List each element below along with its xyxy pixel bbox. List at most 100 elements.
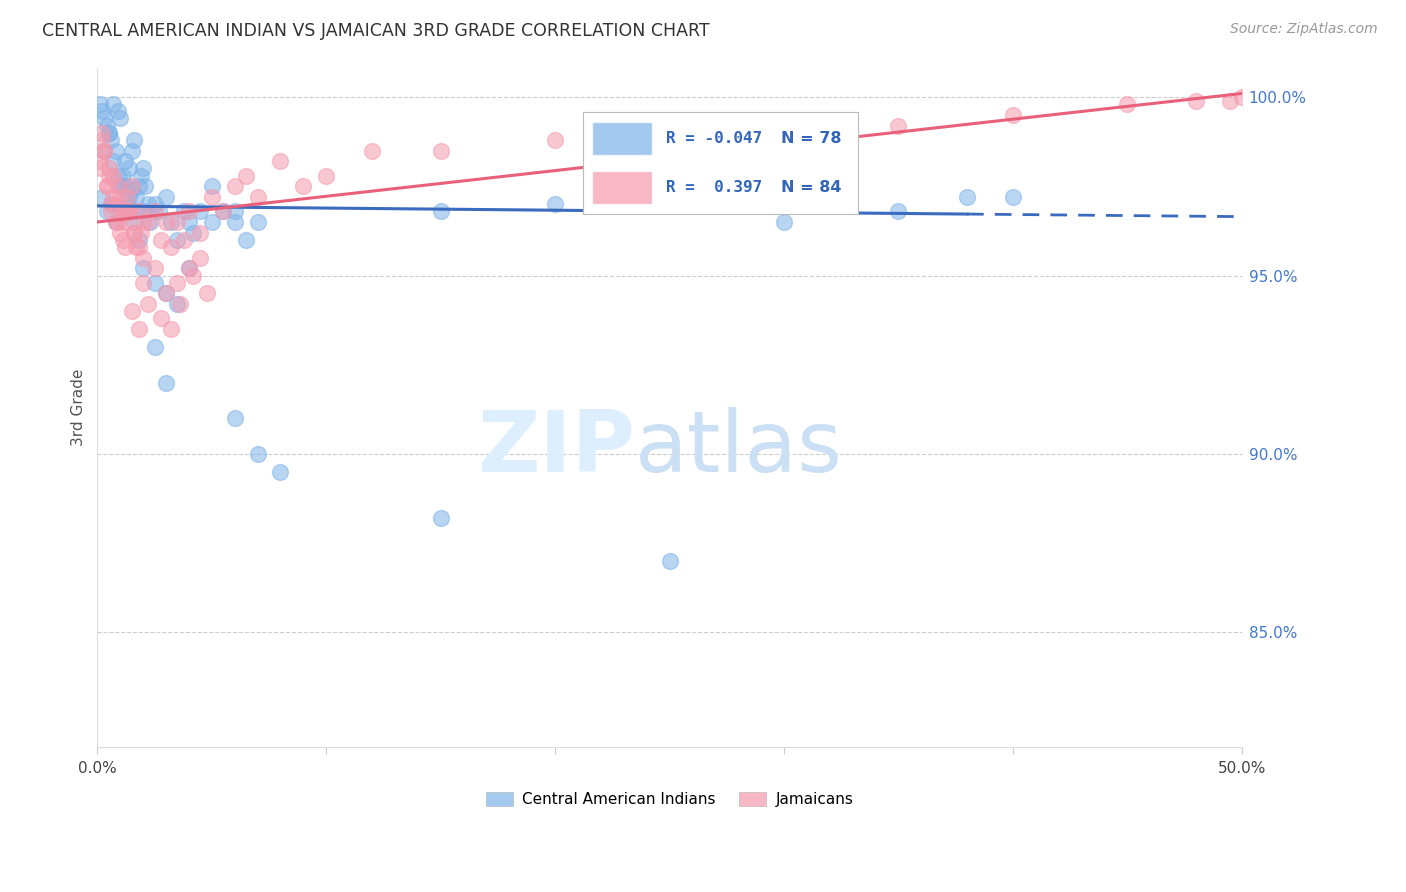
Point — [96, 119, 118, 133]
Point — [111, 179, 134, 194]
Point — [100, 133, 122, 147]
Point — [107, 215, 129, 229]
Point — [132, 161, 155, 176]
Point — [96, 179, 118, 194]
Point — [110, 179, 132, 194]
Point — [115, 179, 138, 194]
Point — [114, 204, 136, 219]
Point — [96, 204, 118, 219]
Point — [122, 133, 145, 147]
Point — [107, 104, 129, 119]
Point — [150, 311, 173, 326]
Point — [195, 286, 218, 301]
Point — [224, 204, 246, 219]
Point — [90, 126, 112, 140]
Point — [129, 226, 152, 240]
Text: R = -0.047: R = -0.047 — [666, 130, 762, 145]
Point — [183, 268, 205, 283]
Point — [104, 215, 127, 229]
Point — [212, 204, 235, 219]
Point — [103, 190, 125, 204]
Point — [93, 144, 115, 158]
Text: ZIP: ZIP — [478, 407, 636, 490]
Point — [103, 154, 125, 169]
Legend: Central American Indians, Jamaicans: Central American Indians, Jamaicans — [479, 787, 859, 814]
Point — [235, 169, 257, 183]
Point — [104, 144, 127, 158]
Point — [114, 240, 136, 254]
Point — [143, 261, 166, 276]
Point — [166, 276, 188, 290]
Point — [224, 215, 246, 229]
Point — [118, 161, 141, 176]
Point — [201, 179, 224, 194]
Point — [104, 215, 127, 229]
Point — [188, 251, 211, 265]
Point — [544, 197, 567, 211]
Point — [122, 215, 145, 229]
Point — [188, 204, 211, 219]
Bar — [592, 171, 652, 204]
Point — [159, 240, 181, 254]
Text: Source: ZipAtlas.com: Source: ZipAtlas.com — [1230, 22, 1378, 37]
Point — [143, 197, 166, 211]
Point — [429, 204, 451, 219]
Point — [183, 226, 205, 240]
Point — [128, 204, 150, 219]
Point — [121, 183, 143, 197]
Point — [150, 233, 173, 247]
Point — [269, 465, 291, 479]
Point — [429, 144, 451, 158]
Point — [139, 215, 162, 229]
Point — [132, 251, 155, 265]
Point — [110, 226, 132, 240]
Text: CENTRAL AMERICAN INDIAN VS JAMAICAN 3RD GRADE CORRELATION CHART: CENTRAL AMERICAN INDIAN VS JAMAICAN 3RD … — [42, 22, 710, 40]
Point — [107, 179, 129, 194]
Point — [97, 126, 120, 140]
Text: R =  0.397: R = 0.397 — [666, 180, 762, 195]
Point — [128, 322, 150, 336]
Y-axis label: 3rd Grade: 3rd Grade — [72, 369, 86, 446]
Point — [110, 112, 132, 126]
Point — [292, 179, 315, 194]
Point — [159, 322, 181, 336]
Point — [89, 161, 111, 176]
Point — [129, 169, 152, 183]
Point — [169, 297, 191, 311]
Point — [107, 169, 129, 183]
Point — [1116, 97, 1139, 112]
Point — [132, 261, 155, 276]
Point — [148, 204, 170, 219]
Point — [1219, 94, 1241, 108]
Point — [118, 204, 141, 219]
Point — [315, 169, 337, 183]
Point — [115, 197, 138, 211]
Text: N = 84: N = 84 — [780, 180, 841, 195]
Point — [121, 179, 143, 194]
Point — [269, 154, 291, 169]
Point — [155, 190, 177, 204]
Point — [121, 144, 143, 158]
Point — [143, 340, 166, 354]
Point — [159, 215, 181, 229]
Point — [132, 215, 155, 229]
Point — [125, 204, 148, 219]
Point — [429, 511, 451, 525]
Point — [246, 447, 269, 461]
Bar — [592, 122, 652, 154]
Point — [166, 233, 188, 247]
Point — [128, 240, 150, 254]
Point — [155, 286, 177, 301]
Point — [93, 144, 115, 158]
Point — [956, 190, 979, 204]
Point — [224, 179, 246, 194]
Point — [134, 179, 156, 194]
Point — [166, 215, 188, 229]
Point — [173, 204, 195, 219]
Point — [114, 154, 136, 169]
Point — [1001, 190, 1024, 204]
Point — [246, 215, 269, 229]
Point — [155, 215, 177, 229]
Point — [100, 197, 122, 211]
Point — [97, 126, 120, 140]
